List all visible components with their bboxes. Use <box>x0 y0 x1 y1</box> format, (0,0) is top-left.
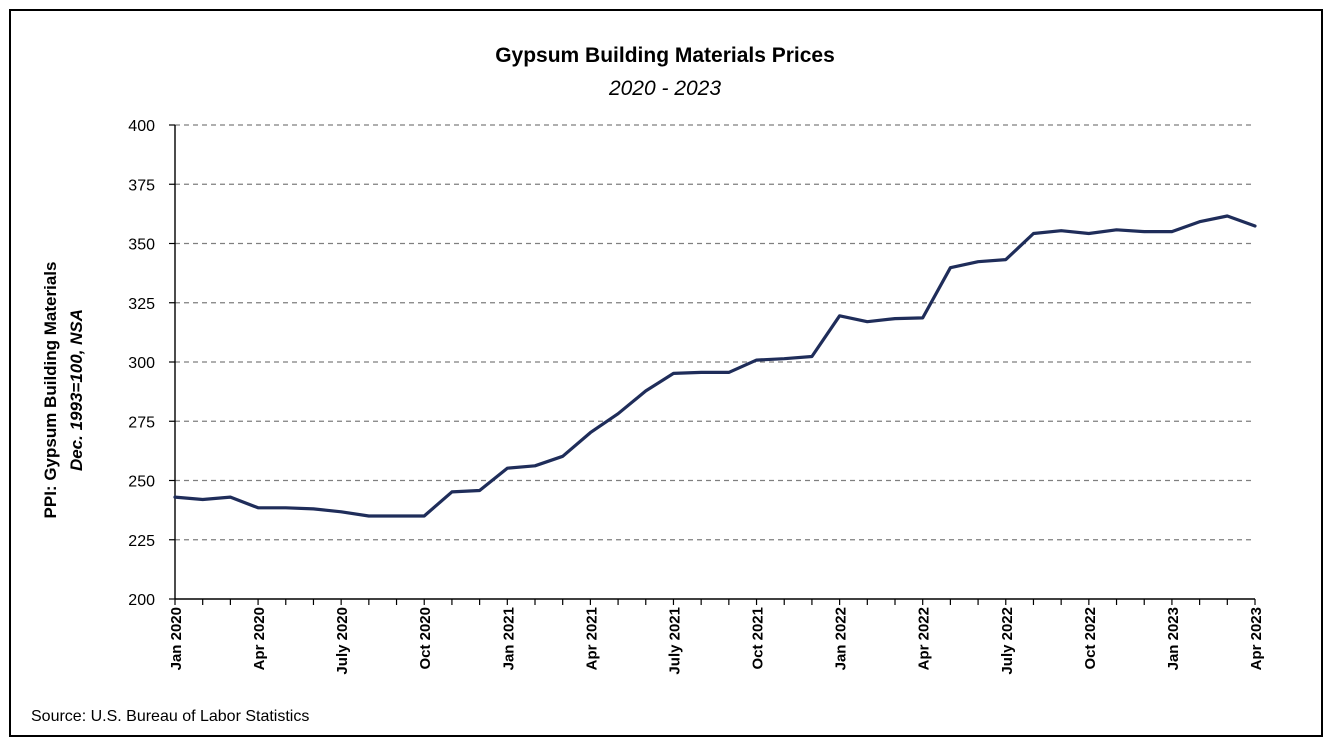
x-tick-labels: Jan 2020 Apr 2020 July 2020 Oct 2020 Jan 202… <box>168 607 1265 675</box>
chart-title: Gypsum Building Materials Prices <box>495 44 835 67</box>
y-axis-label-note: Dec. 1993=100, NSA <box>67 309 86 471</box>
y-tick-label: 225 <box>128 533 155 550</box>
x-tick-label: July 2021 <box>666 607 683 675</box>
x-tick-label: Jan 2020 <box>168 607 185 670</box>
y-tick-label: 300 <box>128 355 155 372</box>
x-tick-label: Oct 2022 <box>1082 607 1099 670</box>
y-tick-label: 250 <box>128 474 155 491</box>
x-tick-label: Apr 2023 <box>1248 607 1265 670</box>
y-axis-label: PPI: Gypsum Building Materials <box>41 262 60 519</box>
x-tick-label: Jan 2021 <box>500 607 517 670</box>
y-tick-labels: 200 225 250 275 300 325 350 375 400 <box>128 118 155 609</box>
chart-frame <box>9 9 1323 737</box>
y-tick-label: 325 <box>128 296 155 313</box>
x-tick-label: Oct 2020 <box>417 607 434 670</box>
x-tick-label: Jan 2022 <box>833 607 850 670</box>
x-tick-label: Oct 2021 <box>750 607 767 670</box>
y-tick-label: 375 <box>128 177 155 194</box>
x-tick-label: July 2022 <box>999 607 1016 675</box>
series-line <box>173 214 1257 518</box>
y-tick-label: 275 <box>128 414 155 431</box>
x-tick-label: July 2020 <box>334 607 351 675</box>
y-tick-label: 200 <box>128 592 155 609</box>
chart-subtitle: 2020 - 2023 <box>608 77 721 100</box>
gridlines <box>175 124 1255 541</box>
x-tick-label: Jan 2023 <box>1165 607 1182 670</box>
series-lines <box>173 214 1257 518</box>
x-tick-label: Apr 2022 <box>916 607 933 670</box>
source-note: Source: U.S. Bureau of Labor Statistics <box>31 708 309 725</box>
y-tick-label: 350 <box>128 237 155 254</box>
x-tick-label: Apr 2020 <box>251 607 268 670</box>
x-tick-label: Apr 2021 <box>583 607 600 670</box>
y-tick-label: 400 <box>128 118 155 135</box>
axes <box>169 124 1256 605</box>
